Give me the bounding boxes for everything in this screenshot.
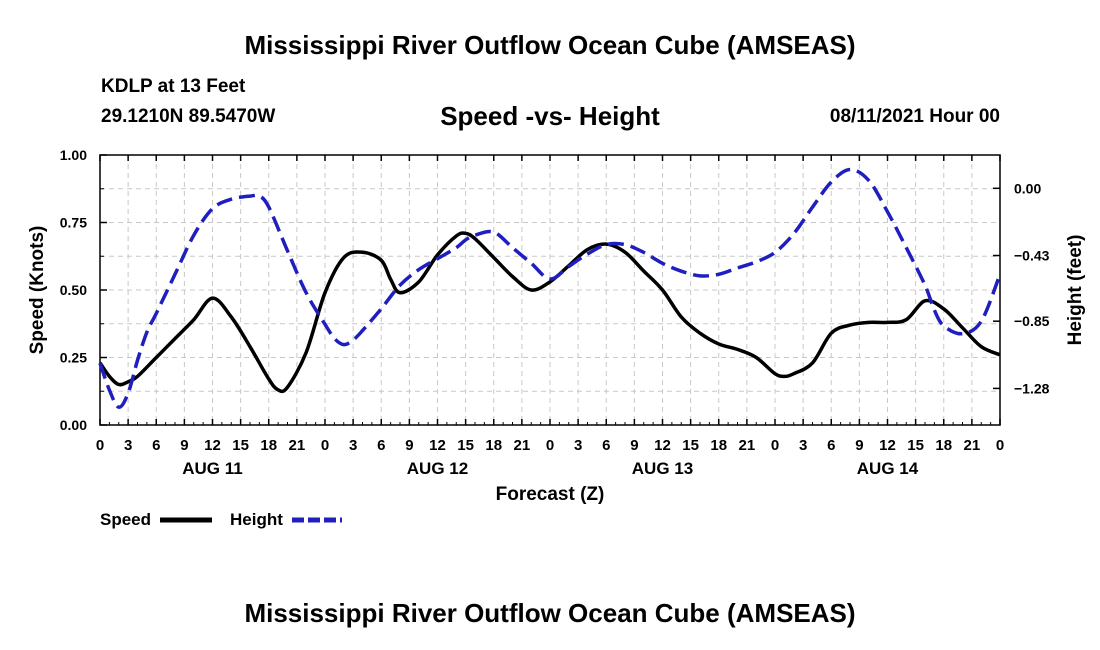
y-tick-label: 1.00 — [60, 147, 87, 163]
x-tick-label: 3 — [349, 437, 357, 454]
y2-tick-label: −0.43 — [1014, 248, 1050, 264]
day-label: AUG 13 — [632, 459, 693, 478]
day-label: AUG 12 — [407, 459, 468, 478]
legend-label-height: Height — [230, 510, 283, 529]
x-tick-label: 9 — [180, 437, 188, 454]
x-tick-label: 9 — [405, 437, 413, 454]
x-tick-label: 6 — [827, 437, 835, 454]
x-tick-label: 6 — [152, 437, 160, 454]
chart-subtitle: Speed -vs- Height — [440, 101, 660, 131]
speed-series-line — [98, 231, 1001, 394]
x-tick-label: 15 — [682, 437, 699, 454]
x-tick-label: 0 — [546, 437, 554, 454]
x-tick-label: 3 — [799, 437, 807, 454]
day-label: AUG 11 — [182, 459, 242, 478]
series-layer — [98, 167, 1002, 409]
grid-layer — [100, 155, 1000, 425]
x-tick-label: 15 — [232, 437, 249, 454]
y2-axis-title: Height (feet) — [1065, 235, 1086, 346]
x-tick-label: 18 — [260, 437, 277, 454]
x-tick-label: 21 — [739, 437, 756, 454]
chart-title-top: Mississippi River Outflow Ocean Cube (AM… — [244, 30, 856, 60]
x-tick-label: 12 — [204, 437, 221, 454]
x-tick-label: 21 — [514, 437, 531, 454]
y2-tick-label: −1.28 — [1014, 380, 1050, 396]
x-tick-label: 0 — [96, 437, 104, 454]
legend: Speed Height — [100, 510, 342, 529]
x-tick-label: 18 — [935, 437, 952, 454]
y-tick-label: 0.75 — [60, 215, 87, 231]
chart-title-bottom: Mississippi River Outflow Ocean Cube (AM… — [244, 598, 856, 628]
x-tick-label: 21 — [289, 437, 306, 454]
x-tick-label: 18 — [710, 437, 727, 454]
x-tick-label: 9 — [855, 437, 863, 454]
height-series-line — [98, 167, 1002, 409]
x-tick-label: 12 — [879, 437, 896, 454]
x-tick-label: 21 — [964, 437, 981, 454]
x-tick-label: 0 — [321, 437, 329, 454]
x-tick-label: 12 — [654, 437, 671, 454]
x-tick-label: 0 — [996, 437, 1004, 454]
day-label: AUG 14 — [857, 459, 919, 478]
y-tick-label: 0.00 — [60, 417, 87, 433]
x-axis-title: Forecast (Z) — [496, 484, 605, 505]
x-tick-label: 3 — [574, 437, 582, 454]
x-tick-label: 18 — [485, 437, 502, 454]
x-tick-label: 15 — [907, 437, 924, 454]
y-tick-label: 0.50 — [60, 282, 87, 298]
x-tick-label: 12 — [429, 437, 446, 454]
legend-label-speed: Speed — [100, 510, 151, 529]
x-tick-label: 6 — [377, 437, 385, 454]
station-label: KDLP at 13 Feet — [101, 76, 246, 97]
x-tick-label: 9 — [630, 437, 638, 454]
x-tick-label: 6 — [602, 437, 610, 454]
x-tick-label: 0 — [771, 437, 779, 454]
axis-layer: 0 3 6 9 12 15 18 21 0 3 6 9 12 15 18 21 0 3 6 9 12 15 18 21 0 3 6 9… — [60, 147, 1050, 478]
y-axis-title: Speed (Knots) — [27, 226, 48, 355]
y2-tick-label: 0.00 — [1014, 180, 1041, 196]
coordinates-label: 29.1210N 89.5470W — [101, 106, 276, 127]
x-tick-label: 15 — [457, 437, 474, 454]
x-tick-label: 3 — [124, 437, 132, 454]
y2-tick-label: −0.85 — [1014, 313, 1050, 329]
y-tick-label: 0.25 — [60, 350, 87, 366]
forecast-date-label: 08/11/2021 Hour 00 — [829, 106, 1000, 127]
